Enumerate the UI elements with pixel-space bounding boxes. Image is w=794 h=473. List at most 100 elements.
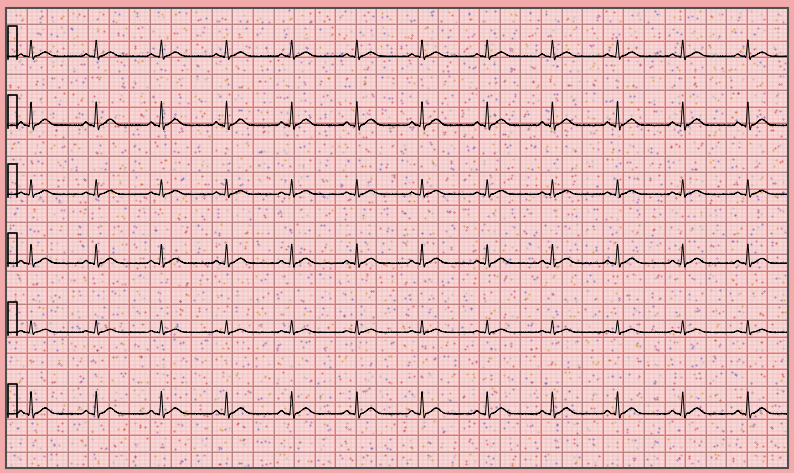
Bar xyxy=(707,206,725,220)
Bar xyxy=(665,453,684,467)
Bar xyxy=(584,190,602,204)
Bar xyxy=(28,288,46,303)
Bar xyxy=(130,403,149,418)
Bar xyxy=(357,140,376,155)
Bar xyxy=(254,403,272,418)
Bar xyxy=(89,420,108,434)
Bar xyxy=(645,190,664,204)
Bar xyxy=(48,387,67,401)
Bar xyxy=(110,223,129,237)
Bar xyxy=(89,42,108,56)
Bar xyxy=(501,321,519,335)
Bar xyxy=(295,9,314,24)
Bar xyxy=(398,9,417,24)
Bar xyxy=(624,272,643,286)
Bar xyxy=(151,223,170,237)
Bar xyxy=(460,403,478,418)
Bar xyxy=(584,288,602,303)
Bar xyxy=(398,403,417,418)
Bar xyxy=(480,305,499,319)
Bar xyxy=(172,239,191,254)
Bar xyxy=(254,338,272,352)
Bar xyxy=(480,387,499,401)
Bar xyxy=(418,338,437,352)
Bar xyxy=(89,338,108,352)
Bar xyxy=(295,173,314,188)
Bar xyxy=(110,255,129,270)
Bar xyxy=(377,239,396,254)
Bar xyxy=(275,42,293,56)
Bar xyxy=(48,453,67,467)
Bar xyxy=(603,453,622,467)
Bar xyxy=(584,140,602,155)
Bar xyxy=(316,272,334,286)
Bar xyxy=(357,91,376,105)
Bar xyxy=(460,370,478,385)
Bar xyxy=(110,272,129,286)
Bar xyxy=(275,223,293,237)
Bar xyxy=(192,58,210,73)
Bar xyxy=(151,190,170,204)
Bar xyxy=(707,321,725,335)
Bar xyxy=(563,370,581,385)
Bar xyxy=(89,58,108,73)
Bar xyxy=(522,288,540,303)
Bar xyxy=(151,288,170,303)
Bar xyxy=(110,370,129,385)
Bar xyxy=(28,354,46,368)
Bar xyxy=(7,338,25,352)
Bar xyxy=(624,42,643,56)
Bar xyxy=(748,173,766,188)
Bar xyxy=(460,288,478,303)
Bar xyxy=(295,124,314,139)
Bar xyxy=(624,190,643,204)
Bar xyxy=(233,190,252,204)
Bar xyxy=(707,272,725,286)
Bar xyxy=(130,239,149,254)
Bar xyxy=(295,140,314,155)
Bar xyxy=(501,305,519,319)
Bar xyxy=(645,305,664,319)
Bar xyxy=(151,75,170,89)
Bar xyxy=(439,173,457,188)
Bar xyxy=(418,239,437,254)
Bar xyxy=(439,288,457,303)
Bar xyxy=(316,288,334,303)
Bar xyxy=(110,288,129,303)
Bar xyxy=(48,436,67,451)
Bar xyxy=(418,403,437,418)
Bar xyxy=(337,436,355,451)
Bar xyxy=(418,288,437,303)
Bar xyxy=(337,58,355,73)
Bar xyxy=(213,387,231,401)
Bar xyxy=(460,42,478,56)
Bar xyxy=(275,9,293,24)
Bar xyxy=(295,157,314,171)
Bar xyxy=(460,239,478,254)
Bar xyxy=(151,370,170,385)
Bar xyxy=(130,305,149,319)
Bar xyxy=(584,26,602,40)
Bar xyxy=(28,453,46,467)
Bar xyxy=(603,107,622,122)
Bar xyxy=(624,354,643,368)
Bar xyxy=(213,453,231,467)
Bar xyxy=(295,453,314,467)
Bar xyxy=(110,206,129,220)
Bar xyxy=(665,321,684,335)
Bar xyxy=(151,239,170,254)
Bar xyxy=(28,75,46,89)
Bar xyxy=(522,9,540,24)
Bar xyxy=(357,173,376,188)
Bar xyxy=(172,420,191,434)
Bar xyxy=(213,206,231,220)
Bar xyxy=(151,157,170,171)
Bar xyxy=(542,272,561,286)
Bar xyxy=(665,436,684,451)
Bar xyxy=(89,173,108,188)
Bar xyxy=(542,370,561,385)
Bar xyxy=(377,91,396,105)
Bar xyxy=(480,140,499,155)
Bar xyxy=(172,436,191,451)
Bar xyxy=(439,124,457,139)
